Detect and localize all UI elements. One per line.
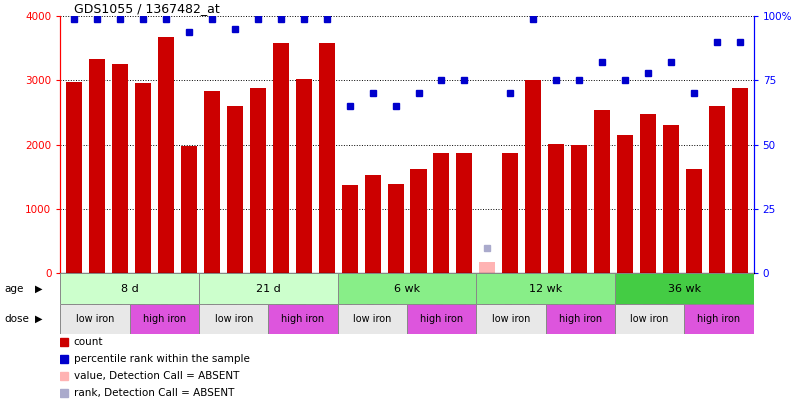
Text: high iron: high iron xyxy=(559,314,602,324)
Bar xyxy=(410,169,426,273)
Text: dose: dose xyxy=(4,314,29,324)
Bar xyxy=(89,59,106,273)
Text: low iron: low iron xyxy=(353,314,392,324)
Bar xyxy=(571,145,588,273)
Bar xyxy=(296,79,312,273)
Bar xyxy=(708,106,725,273)
Bar xyxy=(732,88,748,273)
Bar xyxy=(640,114,656,273)
Bar xyxy=(199,273,338,304)
Bar xyxy=(364,175,380,273)
Bar xyxy=(502,153,518,273)
Bar xyxy=(60,304,130,334)
Text: age: age xyxy=(4,284,23,294)
Bar xyxy=(204,92,220,273)
Text: rank, Detection Call = ABSENT: rank, Detection Call = ABSENT xyxy=(74,388,235,398)
Bar xyxy=(272,43,289,273)
Bar xyxy=(476,304,546,334)
Text: 36 wk: 36 wk xyxy=(667,284,701,294)
Text: high iron: high iron xyxy=(697,314,741,324)
Text: low iron: low iron xyxy=(630,314,669,324)
Bar xyxy=(407,304,476,334)
Text: ▶: ▶ xyxy=(35,284,42,294)
Text: 6 wk: 6 wk xyxy=(394,284,420,294)
Bar xyxy=(199,304,268,334)
Bar xyxy=(342,185,358,273)
Bar xyxy=(615,273,754,304)
Bar xyxy=(615,304,684,334)
Text: 21 d: 21 d xyxy=(256,284,280,294)
Bar xyxy=(338,273,476,304)
Bar xyxy=(548,143,564,273)
Text: low iron: low iron xyxy=(214,314,253,324)
Bar xyxy=(476,273,615,304)
Bar xyxy=(480,262,496,273)
Bar xyxy=(130,304,199,334)
Bar xyxy=(663,126,679,273)
Bar xyxy=(456,153,472,273)
Bar xyxy=(158,37,174,273)
Bar xyxy=(181,146,197,273)
Text: value, Detection Call = ABSENT: value, Detection Call = ABSENT xyxy=(74,371,239,381)
Bar xyxy=(594,110,610,273)
Bar xyxy=(135,83,151,273)
Text: high iron: high iron xyxy=(143,314,186,324)
Bar xyxy=(112,64,128,273)
Bar xyxy=(268,304,338,334)
Bar xyxy=(526,81,542,273)
Bar xyxy=(338,304,407,334)
Text: percentile rank within the sample: percentile rank within the sample xyxy=(74,354,250,364)
Text: 12 wk: 12 wk xyxy=(529,284,563,294)
Bar xyxy=(434,153,450,273)
Bar xyxy=(686,169,702,273)
Text: count: count xyxy=(74,337,103,347)
Text: ▶: ▶ xyxy=(35,314,42,324)
Text: high iron: high iron xyxy=(281,314,325,324)
Text: high iron: high iron xyxy=(420,314,463,324)
Text: low iron: low iron xyxy=(76,314,114,324)
Bar xyxy=(546,304,615,334)
Bar xyxy=(60,273,199,304)
Bar xyxy=(250,87,266,273)
Text: GDS1055 / 1367482_at: GDS1055 / 1367482_at xyxy=(74,2,220,15)
Bar xyxy=(617,134,633,273)
Text: 8 d: 8 d xyxy=(121,284,139,294)
Bar xyxy=(388,184,404,273)
Bar xyxy=(66,82,82,273)
Bar xyxy=(684,304,754,334)
Text: low iron: low iron xyxy=(492,314,530,324)
Bar xyxy=(318,43,334,273)
Bar xyxy=(226,106,243,273)
